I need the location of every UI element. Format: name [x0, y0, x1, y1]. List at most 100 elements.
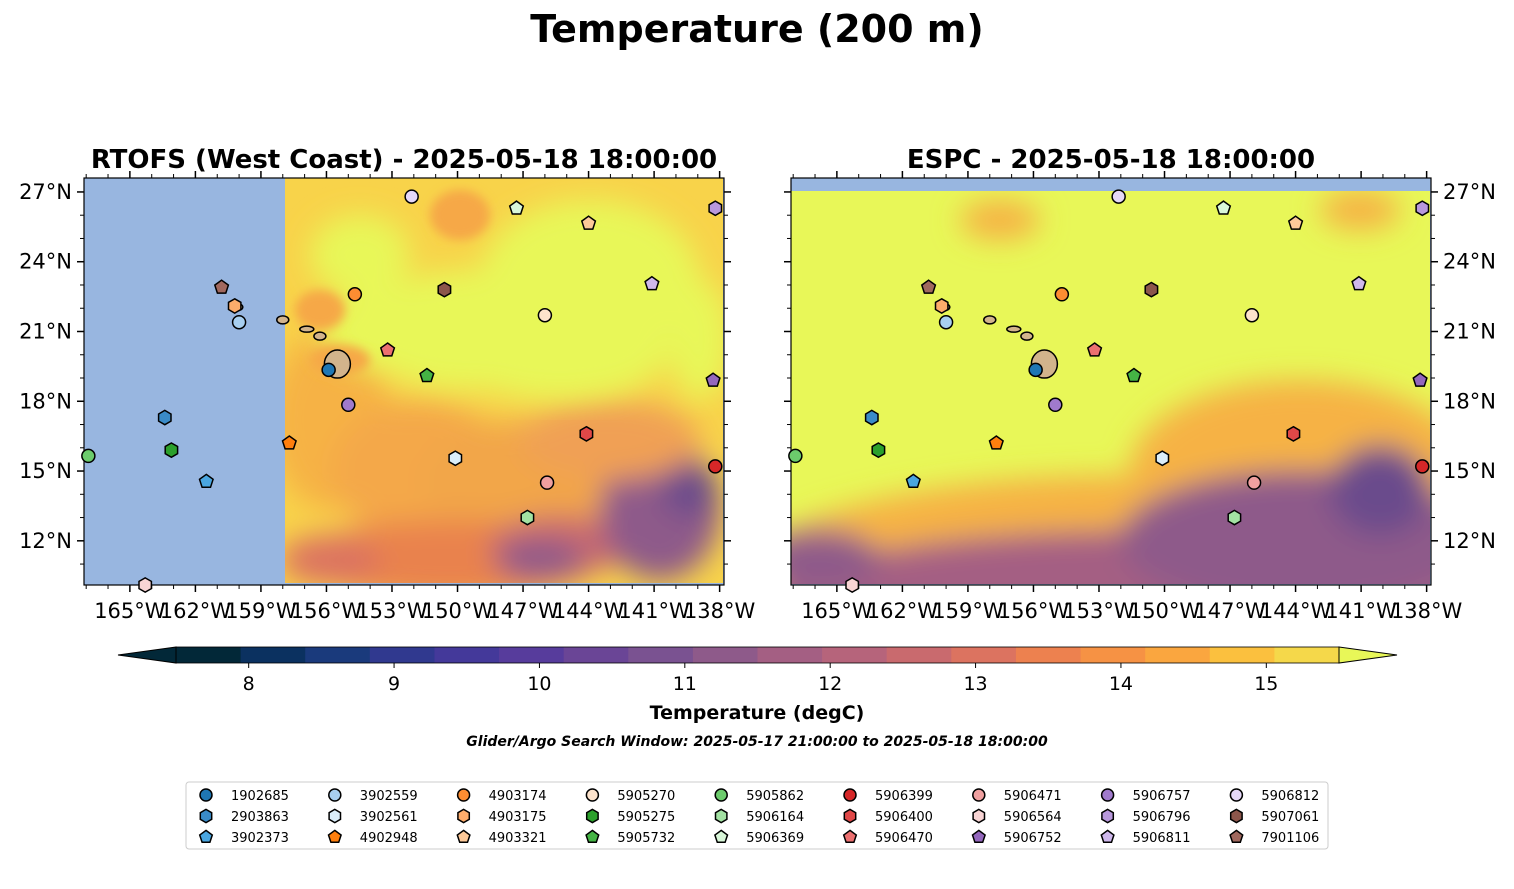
figure-title: Temperature (200 m)	[530, 7, 983, 51]
x-tick-label: 144°W	[553, 599, 625, 623]
legend-label: 3902561	[360, 810, 418, 825]
colorbar-segment	[176, 647, 242, 663]
x-tick-label: 156°W	[291, 599, 363, 623]
colorbar-extend-high	[1338, 646, 1398, 664]
float-4903175-marker	[227, 297, 242, 314]
colorbar-segment	[1080, 647, 1146, 663]
x-tick-label: 159°W	[225, 599, 297, 623]
map-frame	[790, 177, 1432, 586]
x-tick-label: 147°W	[1194, 599, 1266, 623]
legend-item: 5906757	[1100, 788, 1191, 804]
float-4903174-marker	[1054, 287, 1070, 302]
legend-marker-4903321	[456, 829, 471, 844]
legend-label: 5906752	[1004, 831, 1062, 846]
colorbar-segment	[434, 647, 500, 663]
colorbar-segment	[822, 647, 888, 663]
legend-label: 5906400	[875, 810, 933, 825]
legend-marker-5906369	[714, 829, 729, 844]
legend-marker-5907061	[1229, 808, 1243, 824]
legend-label: 7901106	[1261, 831, 1319, 846]
float-5905275-marker	[164, 442, 179, 459]
panel-title-espc: ESPC - 2025-05-18 18:00:00	[907, 145, 1315, 175]
legend-item: 4902948	[327, 829, 418, 846]
legend-label: 5905732	[617, 831, 675, 846]
colorbar-segment	[886, 647, 952, 663]
float-7901106-marker	[213, 279, 230, 294]
y-tick-label: 12°N	[19, 529, 72, 553]
colorbar-tick-label: 15	[1254, 673, 1278, 695]
legend-item: 5906796	[1101, 808, 1191, 825]
legend-marker-5905862	[714, 788, 728, 802]
float-3902373-marker	[198, 473, 214, 489]
float-4903321-marker	[1287, 215, 1304, 230]
colorbar-segment	[1274, 647, 1340, 663]
x-tick-label: 147°W	[487, 599, 559, 623]
float-5905270-marker	[537, 307, 553, 323]
legend-item: 1902685	[199, 788, 289, 804]
float-5906796-marker	[708, 200, 723, 217]
colorbar-label: Temperature (degC)	[650, 702, 865, 724]
legend-label: 5906757	[1133, 789, 1191, 804]
float-3902561-marker	[1155, 450, 1170, 467]
float-5906812-marker	[1111, 189, 1126, 204]
legend-label: 5906471	[1004, 789, 1062, 804]
legend-marker-5906400	[843, 808, 857, 824]
x-tick-label: 153°W	[1063, 599, 1135, 623]
colorbar-tick-label: 11	[673, 673, 697, 695]
legend-marker-4903175	[457, 808, 471, 824]
float-3902559-marker	[938, 314, 954, 330]
colorbar-segment	[1015, 647, 1082, 663]
float-5906757-marker	[1048, 397, 1063, 413]
legend-label: 3902373	[231, 831, 289, 846]
legend-item: 5906399	[843, 788, 933, 804]
colorbar-tick-label: 8	[243, 673, 255, 695]
y-tick-label: 18°N	[1443, 389, 1496, 413]
legend-item: 4903321	[456, 829, 547, 846]
float-5906564-marker	[845, 577, 860, 593]
colorbar-tick-label: 14	[1109, 673, 1133, 695]
x-tick-label: 162°W	[867, 599, 939, 623]
panel-overlay-0: 165°W162°W159°W156°W153°W150°W147°W144°W…	[19, 171, 756, 623]
temperature-field-rtofs	[285, 178, 723, 583]
x-tick-label: 144°W	[1260, 599, 1332, 623]
legend-item: 5906811	[1100, 829, 1191, 846]
float-3902373-marker	[905, 473, 921, 489]
colorbar-segment	[628, 647, 694, 663]
float-5907061-marker	[1144, 281, 1159, 298]
legend-item: 5905732	[585, 829, 675, 846]
legend-label: 5906796	[1133, 810, 1191, 825]
legend-label: 5906812	[1261, 789, 1319, 804]
colorbar-segment	[692, 647, 759, 663]
x-tick-label: 165°W	[94, 599, 166, 623]
legend-label: 4903175	[489, 810, 547, 825]
float-markers	[81, 189, 723, 593]
float-4903175-marker	[934, 297, 949, 314]
legend-item: 5907061	[1229, 808, 1319, 825]
float-2903863-marker	[157, 409, 172, 426]
legend-marker-5906811	[1100, 829, 1115, 844]
x-tick-label: 156°W	[998, 599, 1070, 623]
map-panel-rtofs: RTOFS (West Coast) - 2025-05-18 18:00:00	[84, 145, 724, 585]
legend-item: 5906752	[971, 829, 1062, 846]
legend-label: 4902948	[360, 831, 418, 846]
legend-marker-5906471	[972, 788, 986, 802]
y-tick-label: 15°N	[1443, 459, 1496, 483]
float-5906369-marker	[1215, 200, 1232, 215]
x-tick-label: 159°W	[932, 599, 1004, 623]
y-tick-label: 18°N	[19, 389, 72, 413]
float-1902685-marker	[1028, 362, 1043, 378]
panel-overlay-1: 165°W162°W159°W156°W153°W150°W147°W144°W…	[784, 171, 1496, 623]
x-tick-label: 138°W	[684, 599, 756, 623]
legend-label: 5906399	[875, 789, 933, 804]
float-5905275-marker	[871, 442, 886, 459]
legend-label: 5906369	[746, 831, 804, 846]
float-7901106-marker	[920, 279, 937, 294]
float-markers	[788, 189, 1430, 593]
float-5905862-marker	[788, 448, 803, 464]
colorbar-extend-low	[117, 646, 177, 664]
legend: 1902685 2903863 3902373 3902559 3902561 49029…	[185, 781, 1329, 850]
float-5906811-marker	[644, 275, 660, 291]
colorbar-segment	[563, 647, 629, 663]
map-overlay: 165°W162°W159°W156°W153°W150°W147°W144°W…	[19, 171, 1496, 623]
colorbar-segment	[1209, 647, 1275, 663]
